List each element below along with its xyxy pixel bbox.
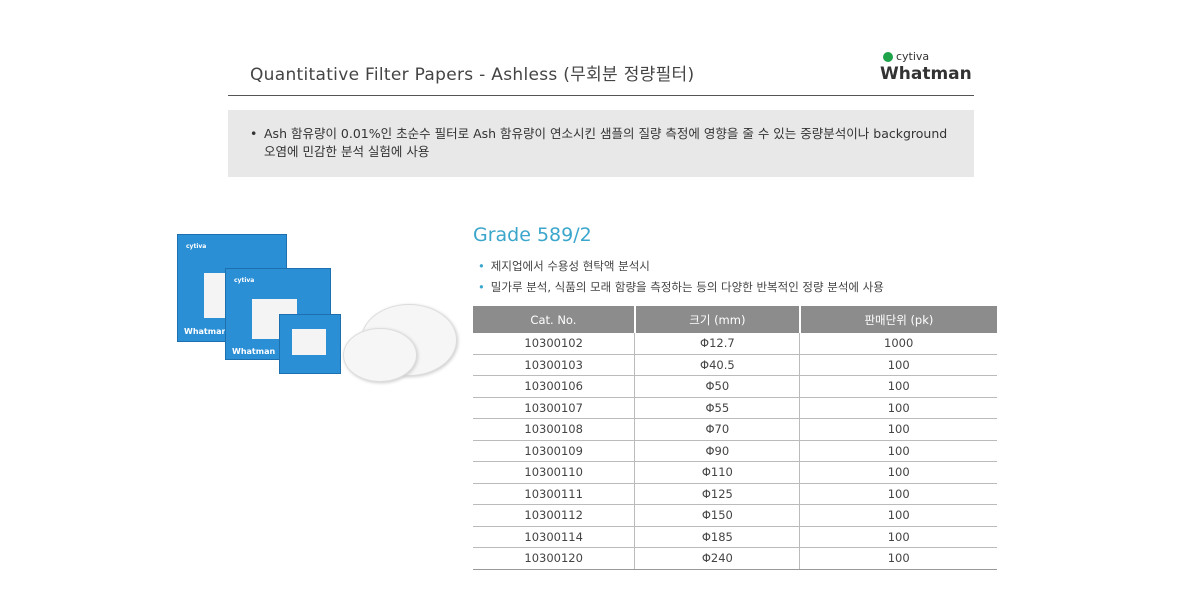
size-cell: Φ90 bbox=[634, 440, 800, 462]
cat-no-cell: 10300110 bbox=[473, 461, 635, 484]
cat-no-cell: 10300102 bbox=[473, 333, 635, 355]
unit-cell: 100 bbox=[799, 397, 997, 419]
grade-title: Grade 589/2 bbox=[473, 224, 592, 246]
size-cell: Φ12.7 bbox=[634, 333, 800, 355]
logo-brand: cytiva bbox=[896, 50, 930, 63]
product-box-medium: cytiva Whatman bbox=[225, 268, 331, 360]
table-row: 10300108 Φ70 100 bbox=[473, 418, 997, 441]
table-row: 10300111 Φ125 100 bbox=[473, 483, 997, 505]
whatman-logo: cytiva Whatman bbox=[880, 50, 972, 84]
cat-no-cell: 10300103 bbox=[473, 354, 635, 376]
unit-cell: 100 bbox=[799, 440, 997, 462]
table-row: 10300110 Φ110 100 bbox=[473, 461, 997, 484]
table-row: 10300120 Φ240 100 bbox=[473, 547, 997, 570]
unit-cell: 100 bbox=[799, 483, 997, 505]
cat-no-cell: 10300120 bbox=[473, 547, 635, 570]
unit-cell: 100 bbox=[799, 461, 997, 484]
box-brand: cytiva bbox=[234, 277, 255, 284]
unit-cell: 100 bbox=[799, 547, 997, 570]
grade-bullet: • 밀가루 분석, 식품의 모래 함량을 측정하는 등의 다양한 반복적인 정량 … bbox=[478, 280, 884, 294]
size-cell: Φ185 bbox=[634, 526, 800, 548]
unit-cell: 1000 bbox=[799, 333, 997, 355]
cat-no-cell: 10300106 bbox=[473, 375, 635, 398]
size-cell: Φ125 bbox=[634, 483, 800, 505]
unit-cell: 100 bbox=[799, 375, 997, 398]
cat-no-cell: 10300112 bbox=[473, 504, 635, 527]
bullet-icon: • bbox=[250, 126, 258, 141]
cat-no-cell: 10300111 bbox=[473, 483, 635, 505]
product-box-small bbox=[279, 314, 341, 374]
table-row: 10300109 Φ90 100 bbox=[473, 440, 997, 462]
title-divider bbox=[228, 95, 974, 96]
column-header: 크기 (mm) bbox=[633, 306, 800, 333]
product-image: cytiva Whatman cytiva Whatman bbox=[175, 228, 465, 388]
size-cell: Φ50 bbox=[634, 375, 800, 398]
unit-cell: 100 bbox=[799, 504, 997, 527]
cytiva-logo-icon bbox=[883, 51, 893, 62]
table-row: 10300106 Φ50 100 bbox=[473, 375, 997, 398]
cat-no-cell: 10300107 bbox=[473, 397, 635, 419]
size-cell: Φ55 bbox=[634, 397, 800, 419]
grade-bullet: • 제지업에서 수용성 현탁액 분석시 bbox=[478, 259, 650, 273]
unit-cell: 100 bbox=[799, 354, 997, 376]
page-title: Quantitative Filter Papers - Ashless (무회… bbox=[250, 65, 695, 85]
size-cell: Φ40.5 bbox=[634, 354, 800, 376]
box-brand: cytiva bbox=[186, 243, 207, 250]
size-cell: Φ70 bbox=[634, 418, 800, 441]
size-cell: Φ240 bbox=[634, 547, 800, 570]
description-text: Ash 함유량이 0.01%인 초순수 필터로 Ash 함유량이 연소시킨 샘플… bbox=[264, 126, 948, 159]
cat-no-cell: 10300109 bbox=[473, 440, 635, 462]
unit-cell: 100 bbox=[799, 418, 997, 441]
unit-cell: 100 bbox=[799, 526, 997, 548]
table-row: 10300102 Φ12.7 1000 bbox=[473, 333, 997, 355]
size-cell: Φ110 bbox=[634, 461, 800, 484]
table-row: 10300112 Φ150 100 bbox=[473, 504, 997, 527]
filter-disc bbox=[343, 328, 417, 382]
table-row: 10300107 Φ55 100 bbox=[473, 397, 997, 419]
description-box: • Ash 함유량이 0.01%인 초순수 필터로 Ash 함유량이 연소시킨 … bbox=[228, 110, 974, 177]
logo-name: Whatman bbox=[880, 64, 972, 84]
column-header: Cat. No. bbox=[473, 306, 635, 333]
product-table: Cat. No. 크기 (mm) 판매단위 (pk) 10300102 Φ12.7… bbox=[473, 306, 997, 570]
table-row: 10300114 Φ185 100 bbox=[473, 526, 997, 548]
size-cell: Φ150 bbox=[634, 504, 800, 527]
cat-no-cell: 10300108 bbox=[473, 418, 635, 441]
box-name: Whatman bbox=[232, 347, 276, 356]
column-header: 판매단위 (pk) bbox=[798, 306, 997, 333]
cat-no-cell: 10300114 bbox=[473, 526, 635, 548]
box-name: Whatman bbox=[184, 327, 228, 336]
table-row: 10300103 Φ40.5 100 bbox=[473, 354, 997, 376]
